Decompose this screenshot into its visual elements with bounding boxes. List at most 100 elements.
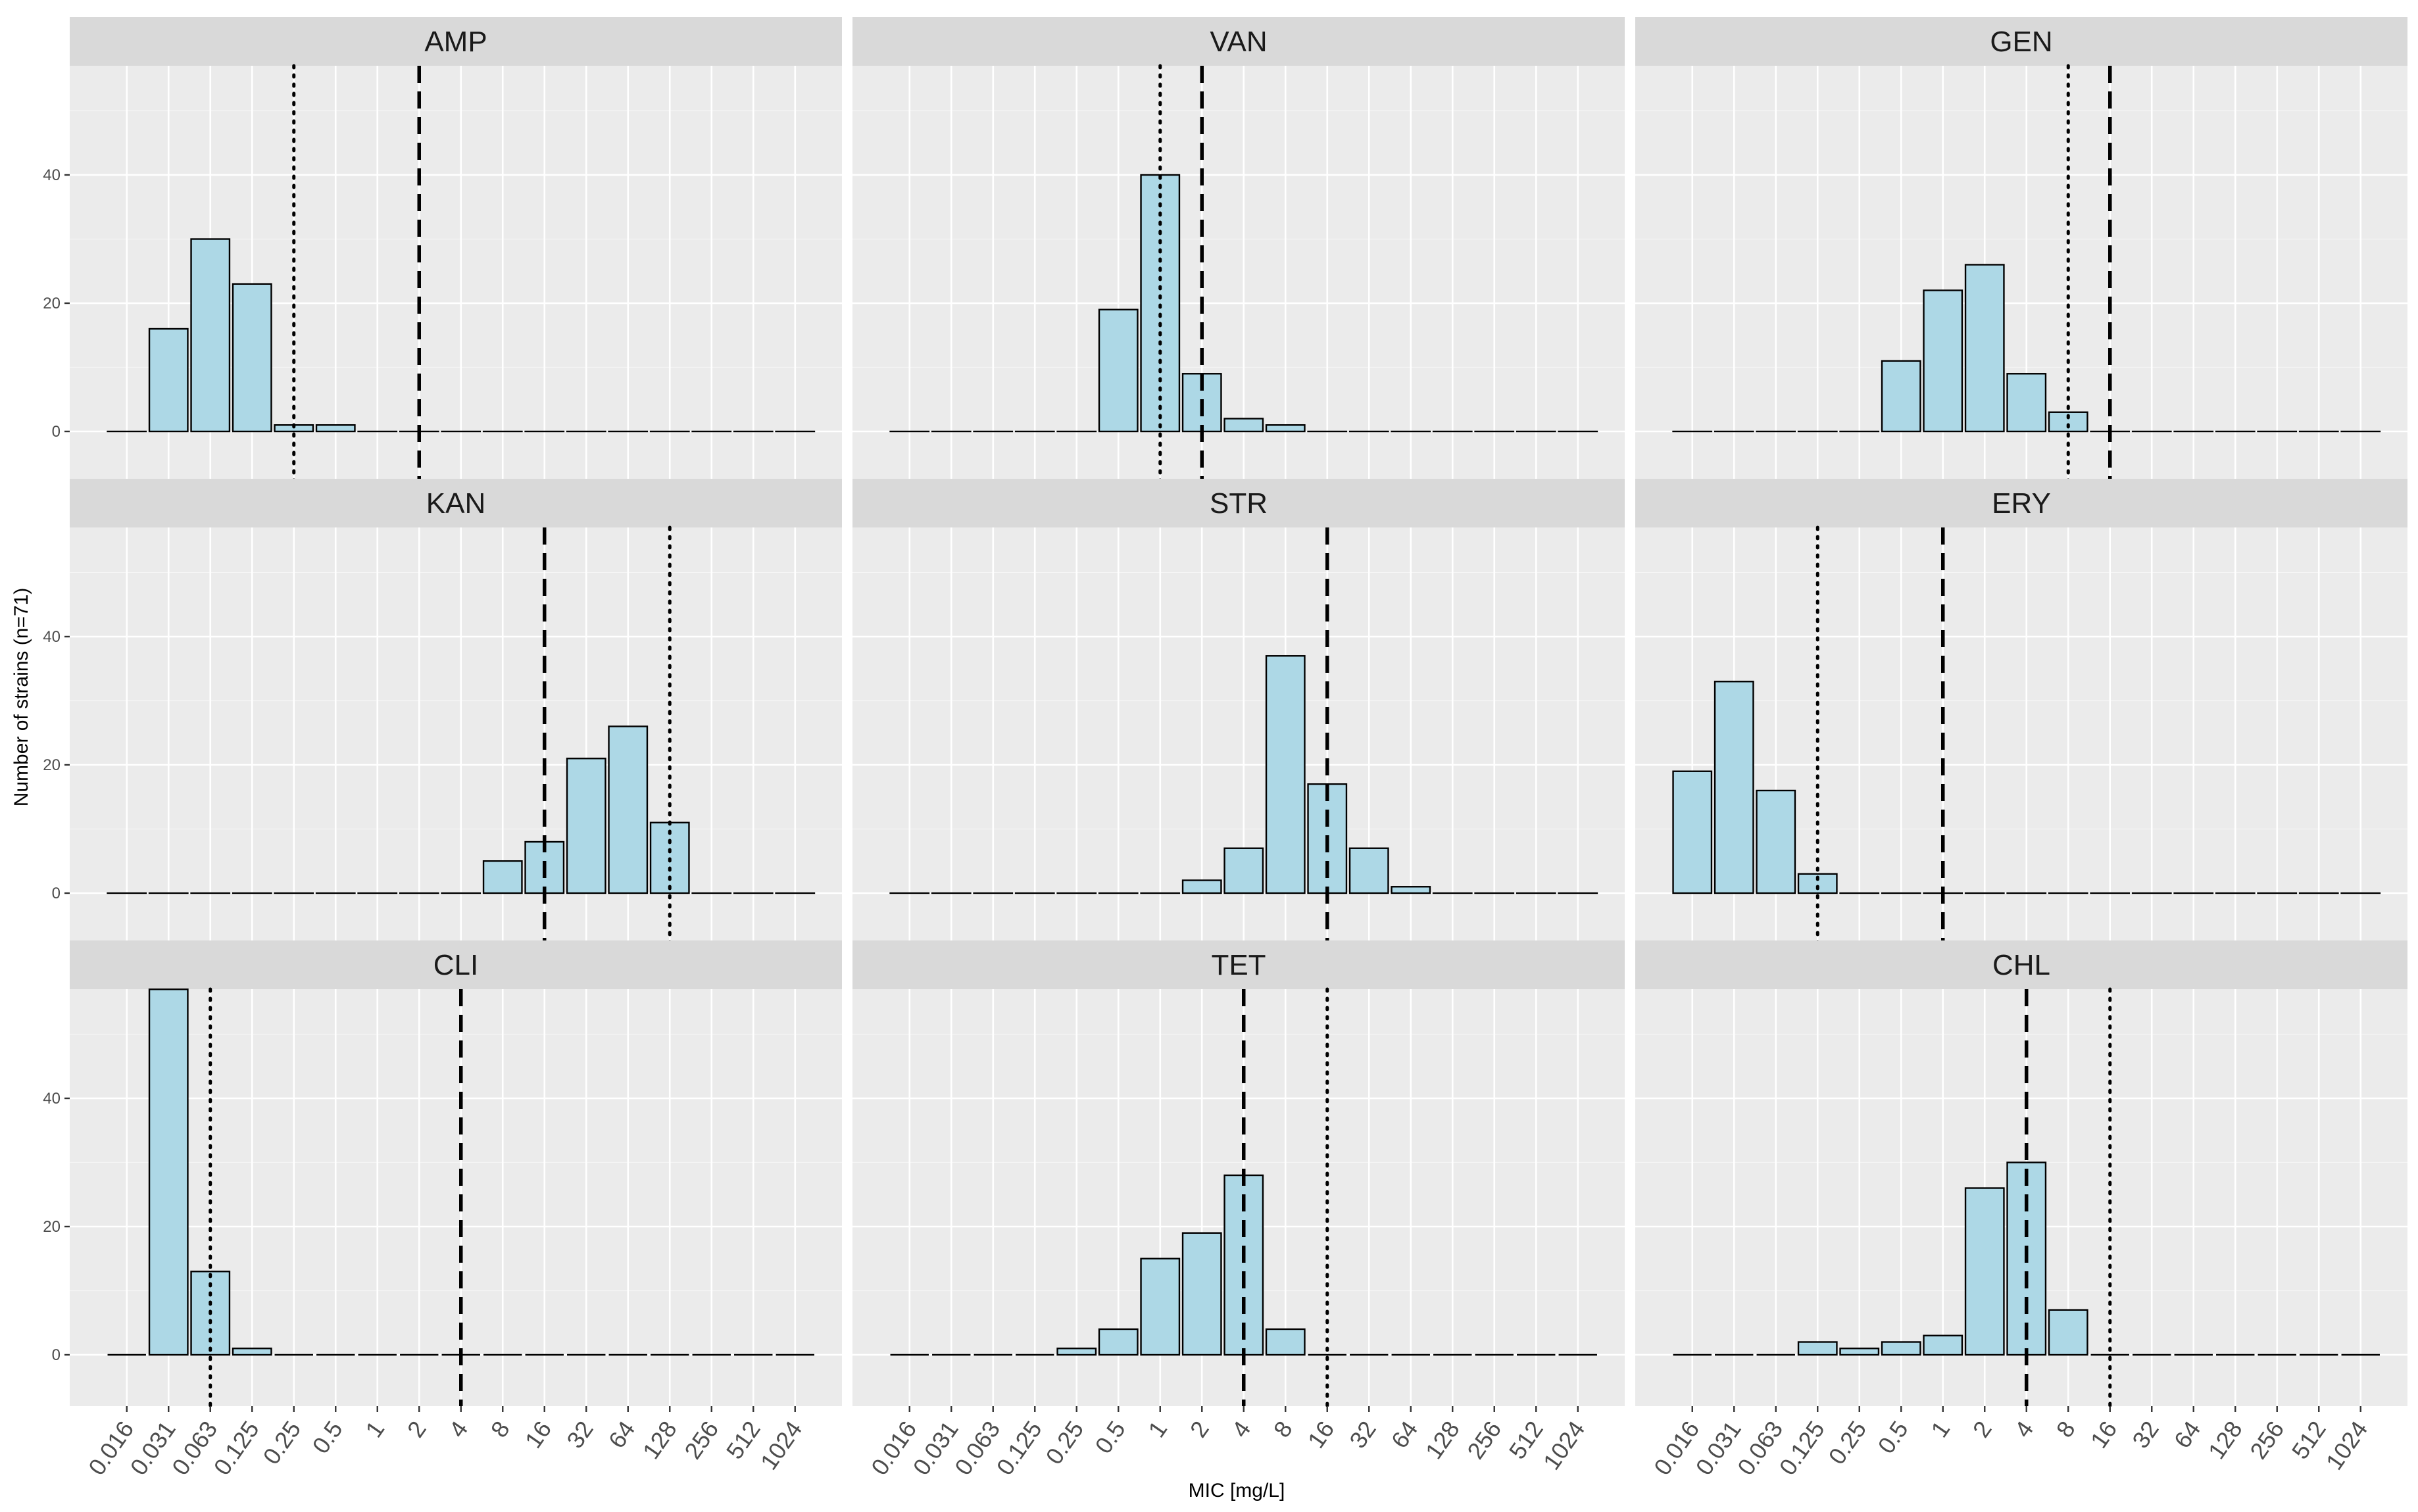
x-tick-label: 2 [1967, 1416, 1997, 1442]
x-tick-label: 1 [1143, 1416, 1172, 1442]
panel-background [852, 66, 1625, 483]
strip-header [70, 940, 842, 989]
x-tick-label: 1 [1925, 1416, 1955, 1442]
x-tick-label: 8 [1268, 1416, 1298, 1442]
bar-gen-4 [2006, 373, 2047, 433]
x-tick-label: 128 [2203, 1416, 2248, 1464]
bar-tet-1 [1140, 1257, 1181, 1356]
bar-str-8 [1265, 655, 1306, 894]
bar-str-64 [1391, 886, 1431, 894]
x-tick-label: 0.063 [166, 1416, 222, 1480]
bar-ery-0.063 [1756, 789, 1796, 894]
panel-kan: KAN 0 20 40 [43, 479, 842, 946]
x-tick-label: 64 [1386, 1416, 1423, 1453]
y-tick-label: 20 [43, 756, 61, 774]
strip-header [1635, 479, 2407, 527]
panel-background [70, 527, 842, 944]
bar-amp-0.125 [232, 283, 272, 433]
bar-chl-8 [2048, 1309, 2088, 1356]
x-tick-label: 0.063 [1732, 1416, 1788, 1480]
x-tick-label: 16 [520, 1416, 557, 1453]
strip-label: TET [1211, 949, 1266, 981]
x-tick-label: 256 [2244, 1416, 2289, 1464]
x-tick-label: 0.5 [307, 1416, 348, 1459]
x-tick-label: 0.25 [1823, 1416, 1872, 1469]
strip-label: STR [1210, 487, 1268, 520]
x-tick-label: 0.5 [1873, 1416, 1913, 1459]
x-tick-label: 8 [2051, 1416, 2081, 1442]
x-tick-label: 0.063 [949, 1416, 1005, 1480]
bar-chl-1 [1923, 1334, 1963, 1356]
strip-label: KAN [426, 487, 485, 520]
bar-kan-64 [608, 725, 649, 894]
strip-label: CLI [433, 949, 478, 981]
strip-header [70, 479, 842, 527]
bar-str-4 [1223, 847, 1264, 894]
x-tick-label: 128 [1420, 1416, 1465, 1464]
x-tick-label: 8 [485, 1416, 515, 1442]
x-tick-label: 16 [1302, 1416, 1340, 1453]
x-tick-label: 0.25 [1041, 1416, 1089, 1469]
bar-kan-32 [566, 758, 606, 894]
panel-ery: ERY [1635, 479, 2407, 946]
bar-gen-0.5 [1881, 360, 1921, 433]
x-tick-label: 1024 [1538, 1416, 1591, 1475]
bar-kan-8 [482, 860, 523, 894]
x-tick-label: 256 [679, 1416, 724, 1464]
bar-chl-0.5 [1881, 1341, 1921, 1356]
strip-label: VAN [1210, 26, 1267, 58]
x-tick-label: 64 [2169, 1416, 2206, 1453]
x-tick-label: 4 [443, 1416, 473, 1442]
bar-cli-0.031 [148, 988, 189, 1356]
y-tick-label: 40 [43, 166, 61, 184]
y-tick-label: 40 [43, 628, 61, 646]
y-tick-label: 20 [43, 1218, 61, 1236]
panel-str: STR [852, 479, 1625, 944]
x-tick-label: 1024 [2321, 1416, 2373, 1475]
x-tick-label: 32 [1344, 1416, 1381, 1453]
x-tick-label: 4 [2009, 1416, 2038, 1442]
y-axis-title: Number of strains (n=71) [11, 588, 32, 807]
bar-amp-0.5 [315, 424, 356, 433]
bar-tet-8 [1265, 1328, 1306, 1356]
x-tick-label: 64 [603, 1416, 641, 1453]
y-tick-label: 40 [43, 1090, 61, 1108]
bar-str-32 [1348, 847, 1389, 894]
x-tick-label: 4 [1226, 1416, 1256, 1442]
x-tick-label: 0.25 [258, 1416, 307, 1469]
panel-amp: AMP 0 20 40 [43, 17, 842, 485]
y-tick-label: 0 [52, 885, 61, 902]
bar-amp-0.031 [148, 328, 189, 433]
x-tick-label: 0.125 [209, 1416, 264, 1480]
y-tick-label: 20 [43, 295, 61, 312]
x-tick-label: 32 [561, 1416, 599, 1453]
x-tick-label: 16 [2085, 1416, 2123, 1453]
x-tick-label: 32 [2127, 1416, 2164, 1453]
bar-gen-2 [1964, 264, 2005, 433]
strip-header [852, 479, 1625, 527]
x-tick-label: 0.125 [991, 1416, 1047, 1480]
strip-label: AMP [424, 26, 487, 58]
x-tick-label: 2 [402, 1416, 432, 1442]
x-axis-title: MIC [mg/L] [1189, 1480, 1285, 1501]
strip-header [1635, 940, 2407, 989]
strip-label: CHL [1992, 949, 2050, 981]
bar-cli-0.125 [232, 1348, 272, 1356]
strip-header [852, 17, 1625, 66]
x-tick-label: 128 [637, 1416, 682, 1464]
x-tick-label: 0.031 [1690, 1416, 1746, 1480]
bar-gen-1 [1923, 289, 1963, 433]
y-tick-label: 0 [52, 1346, 61, 1364]
bar-chl-0.25 [1839, 1348, 1880, 1356]
x-tick-label: 0.125 [1774, 1416, 1830, 1480]
strip-label: ERY [1992, 487, 2051, 520]
panel-van: VAN [852, 17, 1625, 485]
strip-label: GEN [1990, 26, 2052, 58]
bar-tet-2 [1181, 1232, 1222, 1356]
bar-van-4 [1223, 418, 1264, 433]
y-tick-label: 0 [52, 423, 61, 441]
